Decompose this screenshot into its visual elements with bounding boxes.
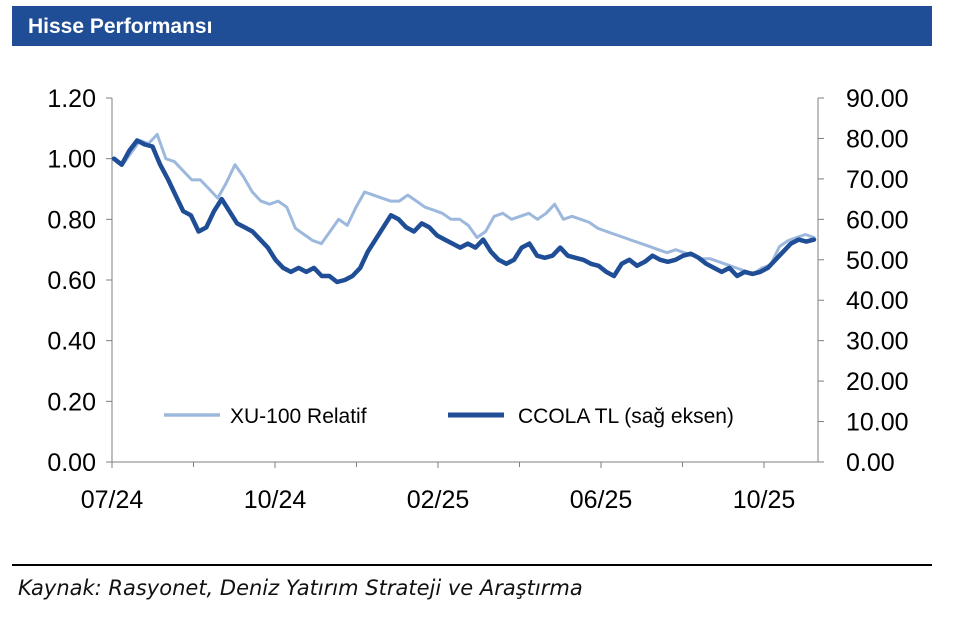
- legend-item-ccola-tl-label: CCOLA TL (sağ eksen): [518, 405, 734, 428]
- right-axis-tick-label: 60.00: [846, 206, 909, 234]
- chart: 0.00 0.20 0.40 0.60 0.80 1.00 1.20 0.00 10.00 20.…: [47, 85, 908, 514]
- x-axis-tick-label: 10/24: [244, 486, 307, 514]
- right-axis-tick-label: 90.00: [846, 85, 909, 113]
- x-axis-tick-label: 10/25: [733, 486, 796, 514]
- left-axis-tick-label: 0.80: [47, 206, 96, 234]
- right-axis-tick-label: 40.00: [846, 287, 909, 315]
- left-axis-tick-label: 0.20: [47, 388, 96, 416]
- left-axis-tick-label: 0.40: [47, 328, 96, 356]
- header-bar: Hisse Performansı: [12, 6, 932, 46]
- right-axis-tick-label: 70.00: [846, 166, 909, 194]
- right-axis-tick-label: 80.00: [846, 125, 909, 153]
- x-axis-tick-label: 02/25: [407, 486, 470, 514]
- legend: XU-100 Relatif CCOLA TL (sağ eksen): [164, 405, 734, 428]
- right-axis-tick-label: 0.00: [846, 449, 895, 477]
- chart-header-title: Hisse Performansı: [28, 15, 213, 38]
- legend-item-xu100-relatif-label: XU-100 Relatif: [230, 405, 367, 428]
- right-axis-tick-label: 30.00: [846, 328, 909, 356]
- series-layer: [111, 132, 817, 285]
- axes: 0.00 0.20 0.40 0.60 0.80 1.00 1.20 0.00 10.00 20.…: [47, 85, 908, 514]
- left-axis-tick-label: 0.00: [47, 449, 96, 477]
- left-axis-tick-label: 0.60: [47, 267, 96, 295]
- series-line-ccola-tl: [111, 138, 817, 285]
- source-note: Kaynak: Rasyonet, Deniz Yatırım Strateji…: [18, 576, 583, 600]
- left-axis-tick-label: 1.20: [47, 85, 96, 113]
- x-axis-tick-label: 06/25: [570, 486, 633, 514]
- right-axis-tick-label: 20.00: [846, 368, 909, 396]
- right-axis-tick-label: 10.00: [846, 409, 909, 437]
- left-axis-tick-label: 1.00: [47, 146, 96, 174]
- footer-divider: [12, 564, 932, 566]
- x-axis-tick-label: 07/24: [81, 486, 144, 514]
- right-axis-tick-label: 50.00: [846, 247, 909, 275]
